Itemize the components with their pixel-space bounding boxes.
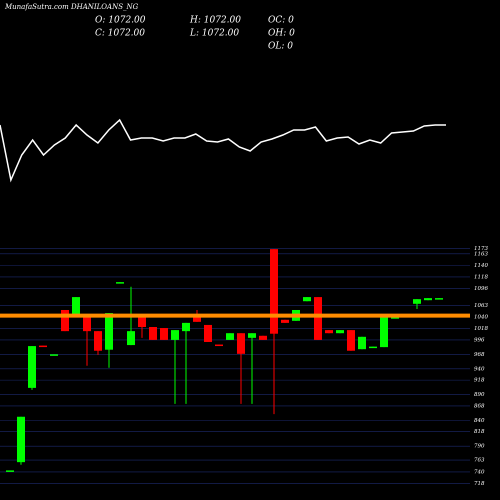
y-tick-label: 718 — [474, 481, 485, 487]
chart-title: MunafaSutra.com DHANILOANS_NG — [4, 3, 139, 11]
candle-body — [72, 297, 80, 317]
ohlc-info: L: 1072.00 — [189, 29, 239, 39]
y-tick-label: 1173 — [474, 246, 488, 252]
candle-body — [303, 297, 311, 302]
ohlc-info: H: 1072.00 — [189, 16, 241, 26]
y-tick-label: 996 — [474, 337, 485, 343]
candle-body — [435, 298, 443, 300]
y-tick-label: 1040 — [474, 315, 488, 321]
candle-body — [127, 331, 135, 346]
candle-body — [83, 316, 91, 332]
candle-body — [226, 333, 234, 340]
candle-body — [94, 331, 102, 351]
candle-body — [28, 346, 36, 388]
y-tick-label: 940 — [474, 366, 485, 372]
y-tick-label: 1018 — [474, 326, 488, 332]
y-tick-label: 1096 — [474, 286, 488, 292]
candle-body — [160, 328, 168, 340]
candle-body — [50, 354, 58, 356]
candle-body — [171, 330, 179, 340]
candle-body — [204, 324, 212, 342]
y-tick-label: 790 — [474, 444, 485, 450]
y-tick-label: 868 — [474, 403, 485, 409]
ohlc-info: O: 1072.00 — [95, 16, 146, 26]
candle-body — [138, 317, 146, 328]
candle-body — [182, 322, 190, 332]
y-tick-label: 763 — [474, 458, 485, 464]
candle-body — [325, 330, 333, 334]
candle-body — [6, 470, 14, 472]
candle-body — [347, 330, 355, 351]
ohlc-info: OC: 0 — [268, 16, 294, 26]
candle-body — [17, 416, 25, 463]
candle-body — [61, 309, 69, 332]
candle-body — [116, 282, 124, 284]
y-tick-label: 890 — [474, 392, 485, 398]
candle-body — [281, 319, 289, 323]
ohlc-info: OH: 0 — [268, 29, 295, 39]
candle-body — [358, 336, 366, 350]
candle-body — [259, 335, 267, 340]
candle-body — [391, 317, 399, 319]
y-tick-label: 1063 — [474, 303, 488, 309]
y-tick-label: 968 — [474, 352, 485, 358]
candle-body — [424, 298, 432, 301]
y-tick-label: 1163 — [474, 251, 488, 257]
candle-body — [314, 297, 322, 340]
ohlc-info: OL: 0 — [268, 42, 293, 52]
candle-body — [193, 316, 201, 322]
candle-body — [336, 330, 344, 334]
candle-body — [39, 345, 47, 348]
candle-body — [380, 317, 388, 348]
candle-body — [215, 344, 223, 347]
y-tick-label: 740 — [474, 469, 485, 475]
ohlc-info: C: 1072.00 — [95, 29, 145, 39]
candle-body — [369, 346, 377, 349]
candle-body — [237, 333, 245, 354]
candle-body — [248, 333, 256, 338]
y-tick-label: 918 — [474, 378, 485, 384]
candle-body — [270, 249, 278, 334]
y-tick-label: 818 — [474, 429, 485, 435]
y-tick-label: 1118 — [474, 274, 488, 280]
candle-body — [413, 299, 421, 304]
candle-body — [149, 327, 157, 340]
y-tick-label: 840 — [474, 418, 485, 424]
candle-body — [105, 313, 113, 350]
price-line — [0, 118, 446, 183]
y-tick-label: 1140 — [474, 263, 488, 269]
